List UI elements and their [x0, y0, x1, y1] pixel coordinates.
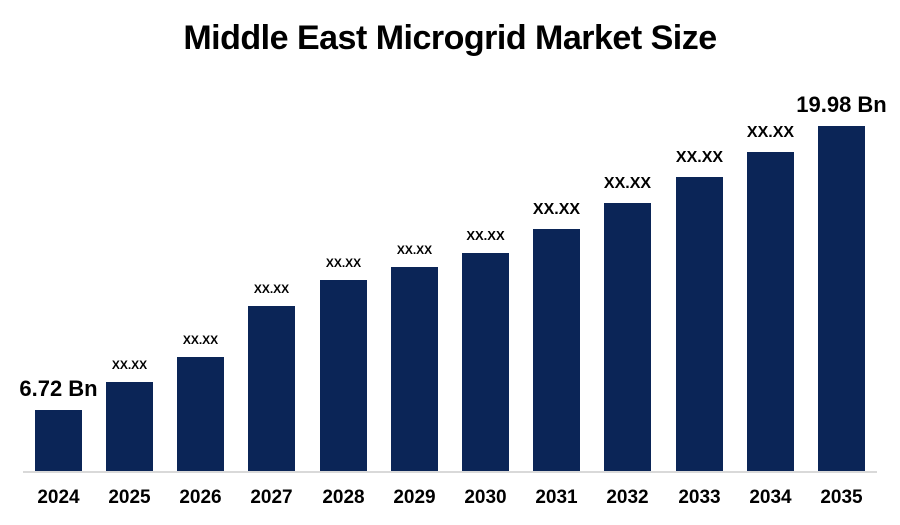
x-axis-line	[23, 471, 877, 473]
bar-2025	[106, 382, 153, 471]
x-axis-label-2024: 2024	[37, 487, 80, 508]
bar-2029	[391, 267, 438, 471]
bar-2031	[533, 229, 580, 471]
x-axis-label-2031: 2031	[535, 487, 578, 508]
bar-2035	[818, 126, 865, 471]
bar-2034	[747, 152, 794, 471]
x-axis-label-2030: 2030	[464, 487, 507, 508]
bar-2028	[320, 280, 367, 471]
bar-value-label-2032: XX.XX	[603, 175, 652, 193]
bar-value-label-2027: XX.XX	[253, 282, 290, 297]
bar-2032	[604, 203, 651, 471]
x-axis-label-2033: 2033	[678, 487, 721, 508]
bar-value-label-2030: XX.XX	[466, 228, 505, 244]
bar-2030	[462, 253, 509, 471]
x-axis-label-2027: 2027	[250, 487, 293, 508]
bar-2033	[676, 177, 723, 471]
bar-2026	[177, 357, 224, 471]
x-axis-label-2032: 2032	[606, 487, 649, 508]
bar-value-label-2035: 19.98 Bn	[796, 91, 887, 117]
x-axis-label-2026: 2026	[179, 487, 222, 508]
x-axis-label-2035: 2035	[820, 487, 863, 508]
bar-value-label-2029: XX.XX	[396, 243, 433, 258]
bar-2024	[35, 410, 82, 471]
bar-value-label-2033: XX.XX	[675, 149, 724, 167]
x-axis-label-2034: 2034	[749, 487, 792, 508]
bar-value-label-2025: XX.XX	[111, 358, 148, 373]
x-axis-label-2028: 2028	[322, 487, 365, 508]
bar-value-label-2024: 6.72 Bn	[19, 375, 98, 401]
bar-value-label-2026: XX.XX	[182, 333, 219, 348]
x-axis-label-2029: 2029	[393, 487, 436, 508]
x-axis-label-2025: 2025	[108, 487, 151, 508]
bar-value-label-2031: XX.XX	[532, 201, 581, 219]
bar-value-label-2034: XX.XX	[746, 124, 795, 142]
bar-2027	[248, 306, 295, 471]
bar-value-label-2028: XX.XX	[325, 256, 362, 271]
chart-title: Middle East Microgrid Market Size	[183, 19, 717, 57]
